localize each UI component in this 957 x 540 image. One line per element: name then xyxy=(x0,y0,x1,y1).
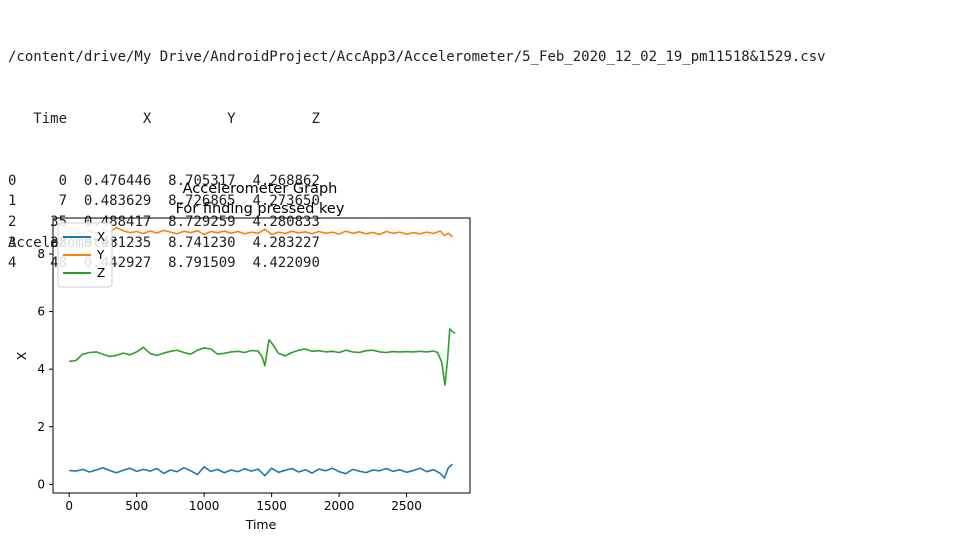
cell-y: 8.791509 xyxy=(168,255,236,272)
legend-label-y: Y xyxy=(96,248,105,262)
column-header-x: X xyxy=(83,110,152,127)
row-index: 4 xyxy=(8,255,17,272)
cell-y: 8.705317 xyxy=(168,172,236,189)
column-header-y: Y xyxy=(168,110,236,127)
cell-output: /content/drive/My Drive/AndroidProject/A… xyxy=(8,6,826,274)
cell-y: 8.741230 xyxy=(168,234,236,251)
y-tick-label: 0 xyxy=(37,477,45,491)
series-line-z xyxy=(69,328,456,386)
x-tick-label: 0 xyxy=(65,499,73,513)
table-row: 1 7 0.483629 8.726865 4.273650 xyxy=(8,191,826,212)
x-tick-label: 2500 xyxy=(391,499,422,513)
y-tick-label: 4 xyxy=(37,362,45,376)
series-line-x xyxy=(69,463,454,479)
plot-frame xyxy=(52,217,471,494)
cell-time: 7 xyxy=(33,193,68,210)
chart-title: Accelerometer Graph xyxy=(183,181,338,197)
axis-ticks: 0 500 1000 1500 2000 2500 0 2 4 6 8 xyxy=(37,247,421,513)
row-index: 3 xyxy=(8,234,17,251)
file-path: /content/drive/My Drive/AndroidProject/A… xyxy=(8,49,826,66)
x-tick-label: 2000 xyxy=(324,499,355,513)
column-header-time: Time xyxy=(33,110,68,127)
cell-x: 0.483629 xyxy=(83,193,152,210)
legend-label-x: X xyxy=(97,230,105,244)
table-body: 0 0 0.476446 8.705317 4.268862 1 7 0.4836… xyxy=(8,171,826,271)
row-index: 2 xyxy=(8,213,17,230)
series-line-y xyxy=(69,226,454,238)
series-lines xyxy=(69,226,456,479)
cell-time: 0 xyxy=(33,172,68,189)
cell-z: 4.273650 xyxy=(252,193,320,210)
table-row: 0 0 0.476446 8.705317 4.268862 xyxy=(8,171,826,192)
x-tick-label: 1000 xyxy=(189,499,220,513)
table-header: Time X Y Z xyxy=(8,109,826,130)
cell-z: 4.283227 xyxy=(252,234,320,251)
legend-label-z: Z xyxy=(97,266,105,280)
x-axis-label: Time xyxy=(245,517,277,532)
y-tick-label: 2 xyxy=(37,420,45,434)
x-tick-label: 1500 xyxy=(256,499,287,513)
cell-z: 4.268862 xyxy=(252,172,320,189)
accelerometer-chart: Accelerometer Graph For finding pressed … xyxy=(14,181,471,532)
y-axis-label: X xyxy=(14,351,29,360)
y-tick-label: 6 xyxy=(37,305,45,319)
cell-y: 8.726865 xyxy=(168,193,236,210)
y-tick-label: 8 xyxy=(37,247,45,261)
chart-subtitle: For finding pressed key xyxy=(176,201,345,217)
legend: XYZ xyxy=(57,222,113,288)
x-tick-label: 500 xyxy=(125,499,148,513)
cell-z: 4.422090 xyxy=(252,255,320,272)
cell-x: 0.476446 xyxy=(83,172,152,189)
column-header-z: Z xyxy=(252,110,320,127)
row-index: 0 xyxy=(8,172,17,189)
row-index: 1 xyxy=(8,193,17,210)
